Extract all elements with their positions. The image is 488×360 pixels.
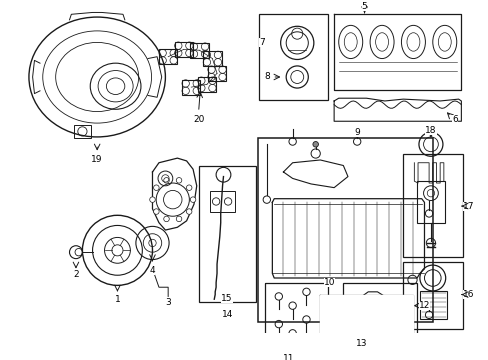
Bar [403,262,462,329]
Bar [419,291,446,319]
Bar [209,191,235,212]
Circle shape [153,185,159,190]
Polygon shape [320,294,412,343]
Polygon shape [333,14,460,90]
Circle shape [163,216,169,222]
Text: 8: 8 [264,72,270,81]
Bar [257,138,432,322]
Text: 6: 6 [451,115,457,124]
Bar [190,43,208,58]
Polygon shape [272,199,424,278]
Text: 14: 14 [221,310,232,319]
Text: 16: 16 [462,290,473,299]
Text: 15: 15 [221,294,232,303]
Bar [203,51,221,66]
Text: 18: 18 [425,126,436,135]
Circle shape [176,216,182,222]
Text: 3: 3 [165,298,171,307]
Circle shape [186,209,192,214]
Text: 20: 20 [192,115,204,124]
Bar [74,125,91,138]
Bar [198,166,255,302]
Bar [258,14,327,100]
Text: 4: 4 [149,266,155,275]
Bar [174,42,193,57]
Text: 11: 11 [283,354,294,360]
Bar [264,283,327,360]
Text: 10: 10 [323,278,335,287]
Bar [182,80,200,95]
Text: 17: 17 [462,202,473,211]
Circle shape [190,197,195,202]
Bar [207,66,226,81]
Bar [159,49,177,64]
Bar [416,181,444,223]
Text: 9: 9 [354,128,359,137]
Bar [343,283,416,349]
Text: 12: 12 [418,301,429,310]
Text: 7: 7 [259,39,264,48]
Text: 1: 1 [114,295,120,304]
Polygon shape [283,160,347,188]
Circle shape [163,177,169,183]
Circle shape [312,141,318,147]
Text: 13: 13 [355,339,367,348]
Circle shape [186,185,192,190]
Circle shape [176,177,182,183]
Text: 5: 5 [361,3,366,12]
Bar [197,77,216,92]
Polygon shape [152,158,196,230]
Text: 2: 2 [73,270,79,279]
Text: 19: 19 [91,156,102,165]
Circle shape [149,197,155,202]
Circle shape [153,209,159,214]
Bar [403,153,462,257]
